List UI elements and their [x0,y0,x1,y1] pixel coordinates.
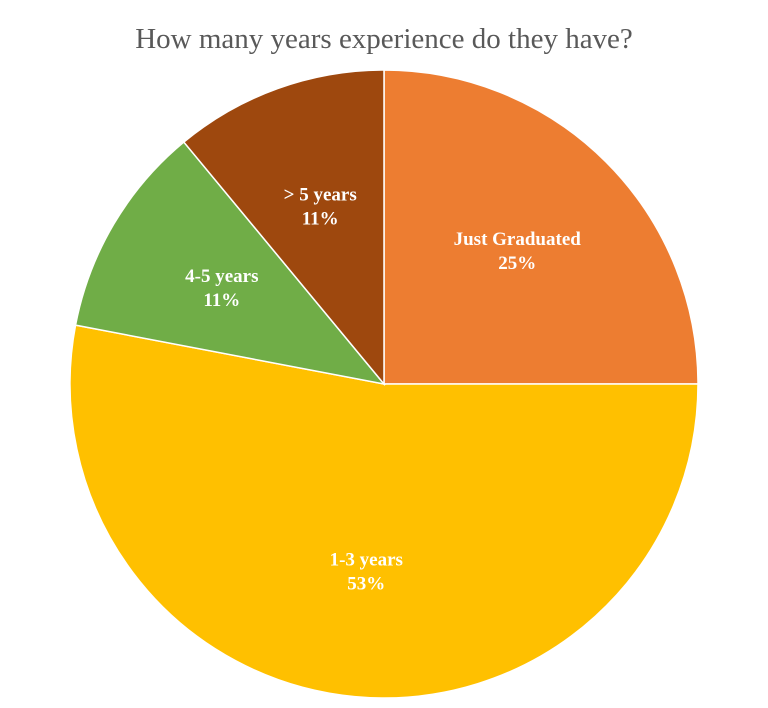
data-label-category: 4-5 years [185,266,258,287]
data-label-1-3-years: 1-3 years 53% [330,550,403,595]
data-label-category: > 5 years [284,185,357,206]
data-label-category: Just Graduated [454,229,582,250]
pie-slice-5-years [182,69,385,387]
data-label-value: 11% [203,290,240,311]
data-label-value: 53% [347,574,385,595]
pie-slices [69,69,699,699]
pie-data-labels: Just Graduated 25% 1-3 years 53% 4-5 years 11… [185,185,581,595]
chart-title: How many years experience do they have? [135,23,633,55]
data-label-value: 25% [498,253,536,274]
data-label-category: 1-3 years [330,550,403,571]
data-label-just-graduated: Just Graduated 25% [454,229,582,274]
pie-slice-just-graduated [383,69,699,385]
data-label-4-5-years: 4-5 years 11% [185,266,258,311]
data-label-5-years: > 5 years 11% [284,185,357,230]
pie-slice-1-3-years [69,324,699,699]
data-label-value: 11% [302,209,339,230]
pie-slice-4-5-years [74,141,386,386]
